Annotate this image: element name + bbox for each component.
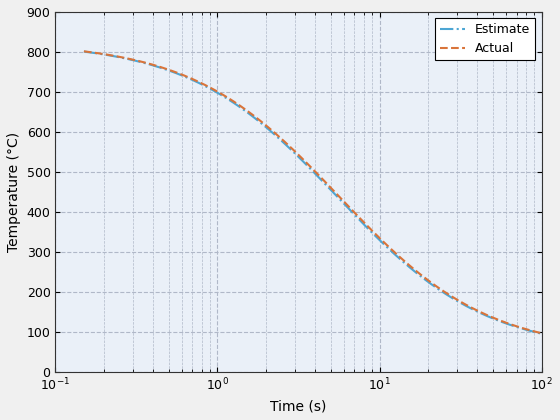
Y-axis label: Temperature (°C): Temperature (°C) xyxy=(7,132,21,252)
Actual xyxy=(127,57,134,62)
Estimate xyxy=(81,49,87,54)
Line: Estimate: Estimate xyxy=(84,52,542,334)
Actual xyxy=(538,331,545,336)
Legend: Estimate, Actual: Estimate, Actual xyxy=(435,18,535,60)
Actual xyxy=(282,140,289,145)
Actual xyxy=(395,253,402,258)
Estimate xyxy=(437,288,444,293)
Actual xyxy=(437,287,444,292)
Actual xyxy=(81,49,87,54)
Estimate xyxy=(282,142,289,147)
Estimate xyxy=(265,127,272,132)
Estimate xyxy=(395,255,402,260)
Estimate xyxy=(446,294,452,299)
Line: Actual: Actual xyxy=(84,51,542,333)
Estimate xyxy=(538,331,545,336)
Estimate xyxy=(127,57,134,62)
X-axis label: Time (s): Time (s) xyxy=(270,399,326,413)
Actual xyxy=(446,292,452,297)
Actual xyxy=(265,126,272,131)
